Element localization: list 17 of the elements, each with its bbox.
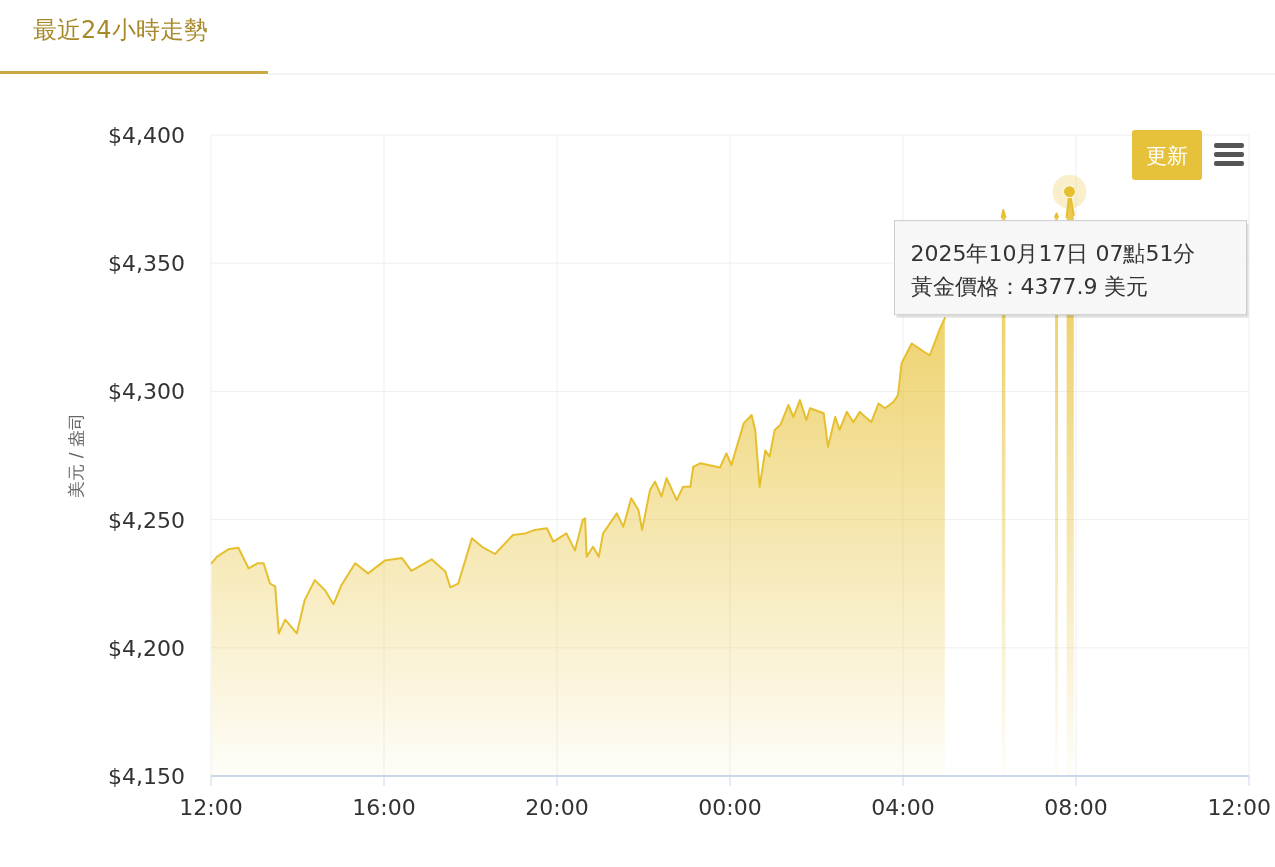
y-tick-label: $4,400 [108, 123, 185, 148]
y-tick-label: $4,350 [108, 251, 185, 277]
y-tick-label: $4,300 [108, 379, 185, 405]
y-axis-title: 美元 / 盎司 [66, 413, 86, 498]
annotation: 更新 [1146, 144, 1188, 168]
y-tick-label: $4,250 [108, 507, 185, 533]
annotation: 2025年10月17日 07點51分黃金價格：4377.9 美元 [910, 240, 1196, 299]
x-tick-label: 04:00 [871, 795, 935, 820]
chart-title: 最近24小時走勢 [33, 16, 208, 44]
x-tick-label: 12:00 [179, 795, 243, 820]
x-tick-label: 12:00 [1207, 795, 1271, 820]
x-tick-label: 16:00 [352, 795, 416, 820]
y-tick-label: $4,150 [108, 764, 185, 789]
y-tick-label: $4,200 [108, 635, 185, 661]
x-tick-label: 08:00 [1044, 795, 1108, 820]
x-tick-label: 20:00 [525, 795, 589, 820]
x-tick-label: 00:00 [698, 795, 762, 820]
